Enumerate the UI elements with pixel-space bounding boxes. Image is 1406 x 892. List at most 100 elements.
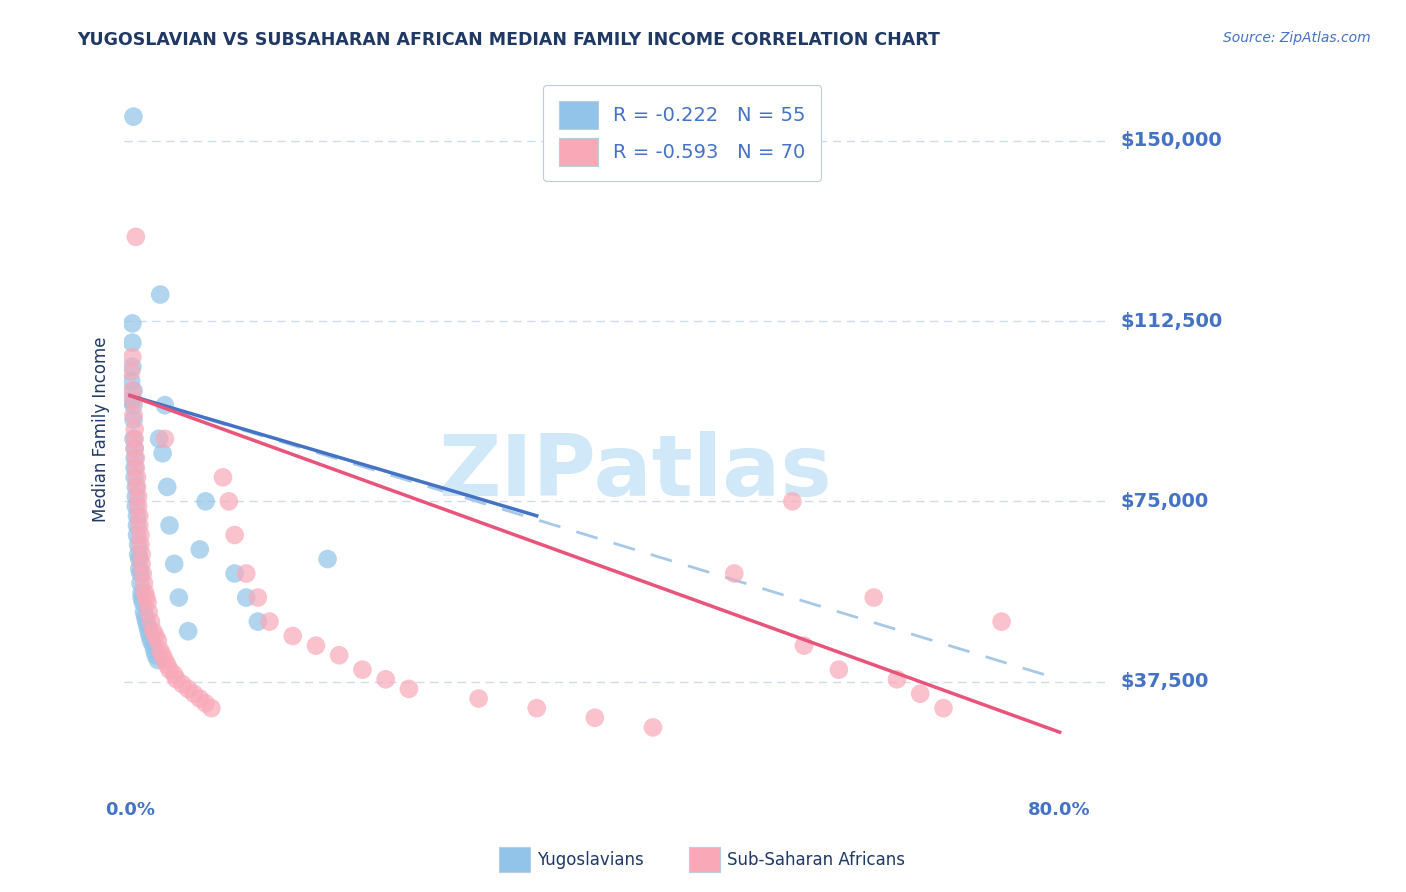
- Point: [122, 393, 145, 408]
- Point: [128, 552, 150, 566]
- Point: [194, 494, 217, 508]
- Point: [124, 442, 146, 456]
- Point: [583, 711, 606, 725]
- Point: [124, 422, 146, 436]
- Text: Sub-Saharan Africans: Sub-Saharan Africans: [727, 851, 905, 869]
- Point: [932, 701, 955, 715]
- Point: [138, 605, 160, 619]
- Point: [125, 230, 148, 244]
- Point: [136, 595, 159, 609]
- Point: [246, 591, 269, 605]
- Point: [159, 663, 181, 677]
- Point: [132, 595, 155, 609]
- Point: [124, 470, 146, 484]
- Point: [135, 591, 157, 605]
- Point: [148, 432, 170, 446]
- Point: [177, 681, 200, 696]
- Point: [793, 639, 815, 653]
- Point: [132, 566, 155, 581]
- Point: [467, 691, 489, 706]
- Point: [159, 518, 181, 533]
- Point: [167, 591, 190, 605]
- Point: [122, 110, 145, 124]
- Y-axis label: Median Family Income: Median Family Income: [93, 336, 110, 522]
- Point: [129, 576, 152, 591]
- Point: [153, 432, 176, 446]
- Point: [131, 591, 153, 605]
- Point: [139, 633, 162, 648]
- Point: [122, 432, 145, 446]
- Point: [135, 615, 157, 629]
- Point: [782, 494, 804, 508]
- Point: [156, 657, 179, 672]
- Point: [194, 697, 217, 711]
- Point: [134, 609, 156, 624]
- Point: [235, 566, 257, 581]
- Point: [127, 547, 149, 561]
- Point: [129, 566, 152, 581]
- Point: [188, 542, 211, 557]
- Point: [129, 528, 152, 542]
- Point: [235, 591, 257, 605]
- Point: [172, 677, 194, 691]
- Point: [125, 499, 148, 513]
- Point: [990, 615, 1012, 629]
- Point: [121, 384, 143, 398]
- Point: [125, 480, 148, 494]
- Point: [153, 653, 176, 667]
- Point: [125, 470, 148, 484]
- Point: [132, 605, 155, 619]
- Point: [131, 585, 153, 599]
- Point: [125, 460, 148, 475]
- Point: [121, 335, 143, 350]
- Point: [828, 663, 851, 677]
- Point: [146, 653, 169, 667]
- Point: [177, 624, 200, 639]
- Point: [152, 648, 174, 663]
- Point: [163, 557, 186, 571]
- Point: [125, 490, 148, 504]
- Point: [138, 624, 160, 639]
- Point: [328, 648, 350, 663]
- Point: [156, 480, 179, 494]
- Point: [122, 384, 145, 398]
- Text: Yugoslavians: Yugoslavians: [537, 851, 644, 869]
- Point: [153, 398, 176, 412]
- Point: [142, 639, 165, 653]
- Point: [145, 648, 167, 663]
- Point: [121, 317, 143, 331]
- Point: [139, 615, 162, 629]
- Text: YUGOSLAVIAN VS SUBSAHARAN AFRICAN MEDIAN FAMILY INCOME CORRELATION CHART: YUGOSLAVIAN VS SUBSAHARAN AFRICAN MEDIAN…: [77, 31, 941, 49]
- Point: [145, 629, 167, 643]
- Point: [127, 499, 149, 513]
- Legend: R = -0.222   N = 55, R = -0.593   N = 70: R = -0.222 N = 55, R = -0.593 N = 70: [544, 86, 821, 181]
- Point: [124, 442, 146, 456]
- Point: [146, 633, 169, 648]
- Point: [125, 508, 148, 523]
- Point: [908, 687, 931, 701]
- Point: [124, 432, 146, 446]
- Point: [374, 673, 396, 687]
- Point: [131, 547, 153, 561]
- Point: [142, 624, 165, 639]
- Point: [125, 451, 148, 466]
- Point: [246, 615, 269, 629]
- Point: [641, 720, 664, 734]
- Point: [281, 629, 304, 643]
- Point: [723, 566, 745, 581]
- Point: [122, 398, 145, 412]
- Text: $150,000: $150,000: [1121, 131, 1222, 150]
- Point: [218, 494, 240, 508]
- Point: [121, 359, 143, 374]
- Point: [886, 673, 908, 687]
- Point: [224, 528, 246, 542]
- Point: [259, 615, 281, 629]
- Point: [121, 350, 143, 364]
- Point: [131, 557, 153, 571]
- Point: [163, 667, 186, 681]
- Point: [136, 619, 159, 633]
- Point: [149, 643, 172, 657]
- Point: [200, 701, 222, 715]
- Point: [127, 538, 149, 552]
- Point: [212, 470, 235, 484]
